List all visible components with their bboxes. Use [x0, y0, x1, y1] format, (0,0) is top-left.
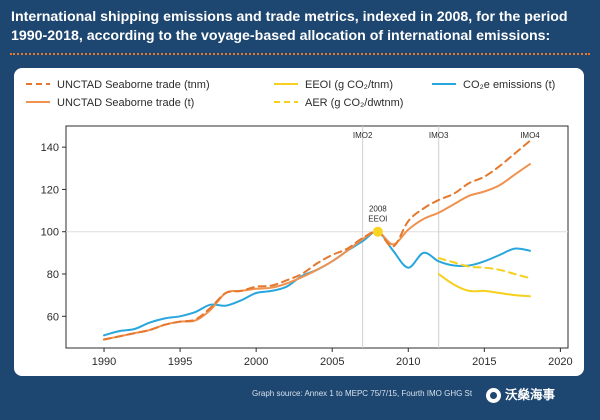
dotted-divider: [10, 53, 590, 55]
series-co2e: [103, 230, 531, 337]
series-eeoi: [437, 273, 531, 298]
series-trade-tnm: [103, 139, 531, 341]
legend-trade-tnm-label: UNCTAD Seaborne trade (tnm): [57, 79, 210, 91]
series-aer: [437, 257, 531, 280]
x-tick-label-1995: 1995: [168, 356, 192, 368]
x-tick-label-2015: 2015: [472, 356, 496, 368]
watermark-text: 沃燊海事: [505, 388, 556, 402]
watermark: 沃燊海事: [486, 384, 556, 404]
annotation-line-1: 2008: [369, 205, 387, 214]
plot-frame: [65, 125, 569, 349]
series-trade-t: [103, 163, 531, 341]
annotation-line-2: EEOI: [368, 215, 387, 224]
y-tick-label-100: 100: [41, 227, 59, 239]
title-line-1: International shipping emissions and tra…: [11, 9, 568, 25]
title-line-2: 1990-2018, according to the voyage-based…: [11, 28, 551, 44]
period-label-imo2: IMO2: [353, 131, 373, 140]
x-tick-label-2005: 2005: [320, 356, 344, 368]
chart-title: International shipping emissions and tra…: [11, 8, 591, 46]
legend-eeoi-label: EEOI (g CO₂/tnm): [305, 79, 393, 91]
legend-trade-t-label: UNCTAD Seaborne trade (t): [57, 97, 194, 109]
period-label-imo3: IMO3: [429, 131, 449, 140]
wechat-icon: [486, 388, 501, 404]
y-tick-label-80: 80: [47, 269, 59, 281]
y-tick-label-140: 140: [41, 142, 59, 154]
legend-aer-label: AER (g CO₂/dwtnm): [305, 97, 403, 109]
x-tick-label-2000: 2000: [244, 356, 268, 368]
x-tick-label-2010: 2010: [396, 356, 420, 368]
chart-svg: IMO2 IMO3 IMO4 60 80 100 120 140 1990 1995 2000 200…: [26, 79, 573, 368]
marker-2008-eeoi: [372, 226, 383, 237]
graph-source: Graph source: Annex 1 to MEPC 75/7/15, F…: [252, 389, 473, 398]
y-tick-label-120: 120: [41, 184, 59, 196]
x-tick-label-1990: 1990: [92, 356, 116, 368]
period-label-imo4: IMO4: [520, 131, 540, 140]
chart-panel: IMO2 IMO3 IMO4 60 80 100 120 140 1990 1995 2000 200…: [14, 68, 584, 376]
y-tick-label-60: 60: [47, 311, 59, 323]
legend-co2e-label: CO₂e emissions (t): [463, 79, 555, 91]
x-tick-label-2020: 2020: [548, 356, 572, 368]
